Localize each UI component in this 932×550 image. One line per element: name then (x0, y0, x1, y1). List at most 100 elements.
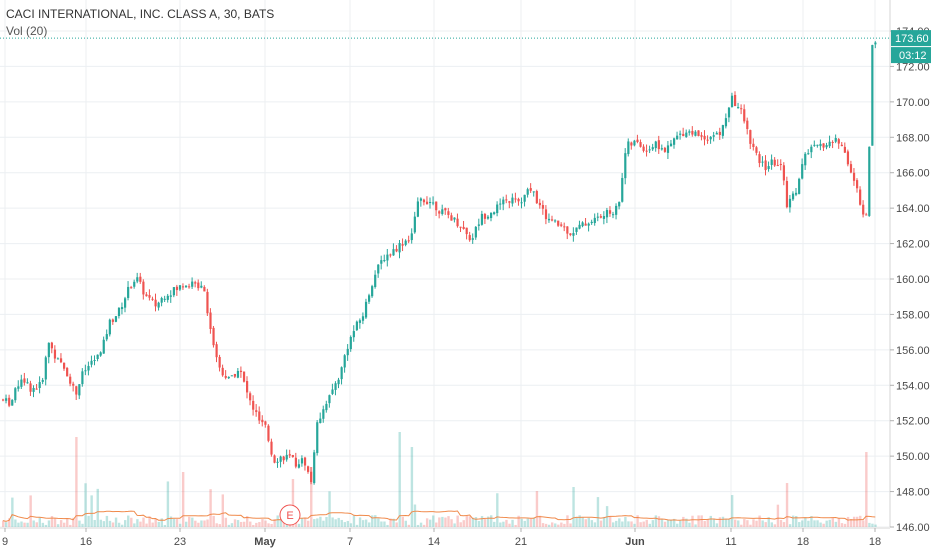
candle-body (462, 226, 465, 229)
volume-bar (810, 516, 813, 527)
volume-bar (633, 523, 636, 527)
volume-bar (206, 519, 209, 527)
price-tick-label: 162.00 (896, 239, 930, 251)
price-tick-label: 154.00 (896, 380, 930, 392)
volume-bar (843, 523, 847, 527)
candle-body (169, 295, 172, 297)
time-tick-label: 16 (80, 536, 92, 548)
earnings-marker[interactable]: E (279, 504, 301, 526)
volume-bar (172, 518, 176, 527)
candle-body (740, 108, 743, 110)
volume-bar (310, 467, 313, 527)
volume-bar (227, 524, 231, 527)
volume-bar (130, 517, 133, 527)
volume-bar (572, 487, 575, 527)
volume-bar (47, 520, 51, 527)
candle-body (712, 135, 715, 137)
volume-bar (758, 515, 761, 527)
volume-bar (20, 521, 23, 527)
volume-bar (374, 515, 377, 527)
volume-bar (44, 524, 48, 527)
volume-bar (782, 522, 786, 527)
volume-bar (407, 524, 411, 527)
candle-body (20, 379, 23, 387)
candle-body (93, 360, 96, 362)
candle-body (358, 320, 362, 323)
candle-body (852, 172, 856, 181)
volume-bar (511, 519, 514, 527)
candle-body (804, 153, 807, 166)
candle-body (798, 178, 801, 194)
candle-body (529, 188, 532, 191)
volume-bar (422, 524, 426, 527)
candle-body (11, 400, 14, 406)
candle-body (514, 198, 517, 200)
volume-bar (69, 524, 72, 527)
time-tick-label: 7 (347, 536, 353, 548)
volume-bar (544, 523, 548, 527)
candle-body (78, 384, 81, 396)
volume-bar (532, 517, 536, 527)
candle-body (413, 216, 416, 233)
volume-bar (410, 447, 414, 527)
volume-bar (730, 495, 734, 527)
volume-bar (209, 489, 212, 527)
price-tick-label: 166.00 (896, 168, 930, 180)
candle-body (178, 285, 182, 290)
candle-body (663, 147, 667, 152)
volume-bar (712, 518, 716, 527)
volume-bar (657, 516, 661, 527)
candle-body (236, 370, 240, 378)
volume-bar (679, 520, 682, 527)
candle-body (563, 226, 566, 228)
candle-body (328, 395, 331, 404)
volume-bar (773, 524, 777, 527)
candle-body (117, 307, 121, 317)
earnings-marker-circle[interactable] (279, 504, 301, 526)
volume-bars (2, 432, 877, 527)
volume-bar (865, 452, 868, 527)
candle-body (596, 216, 599, 218)
candle-body (749, 130, 752, 144)
volume-bar (325, 516, 328, 527)
volume-bar (255, 522, 258, 527)
candle-body (273, 455, 276, 463)
candle-body (499, 203, 502, 205)
candle-body (770, 159, 773, 165)
candle-body (490, 212, 493, 219)
volume-bar (651, 520, 655, 527)
volume-bar (81, 523, 84, 527)
volume-bar (93, 519, 96, 527)
volume-bar (26, 522, 29, 527)
volume-bar (59, 520, 63, 527)
volume-bar (551, 522, 554, 527)
price-tick-label: 160.00 (896, 274, 930, 286)
volume-bar (395, 522, 398, 527)
volume-bar (139, 521, 142, 527)
candle-body (682, 133, 685, 137)
volume-bar (127, 515, 130, 527)
volume-bar (541, 523, 545, 527)
price-axis[interactable]: 146.00 148.00 150.00 152.00 154.00 156.00 158.… (889, 0, 932, 550)
candle-body (688, 131, 691, 133)
countdown-label: 03:12 (899, 50, 927, 62)
candle-body (581, 222, 584, 227)
candle-body (66, 367, 69, 377)
volume-bar (435, 522, 438, 527)
candle-body (35, 388, 38, 390)
volume-bar (822, 523, 825, 527)
volume-bar (63, 522, 66, 527)
volume-bar (465, 515, 468, 527)
candle-body (32, 387, 35, 392)
candle-body (837, 139, 840, 144)
time-axis[interactable]: 9 16 23 May 7 14 21 Jun 11 18 18 (0, 527, 890, 550)
candle-body (627, 141, 630, 155)
volume-bar (508, 523, 511, 527)
volume-bar (557, 524, 560, 527)
candle-body (593, 217, 596, 224)
volume-bar (38, 517, 41, 527)
volume-bar (447, 516, 450, 527)
candle-body (255, 410, 258, 413)
candle-body (361, 316, 365, 321)
